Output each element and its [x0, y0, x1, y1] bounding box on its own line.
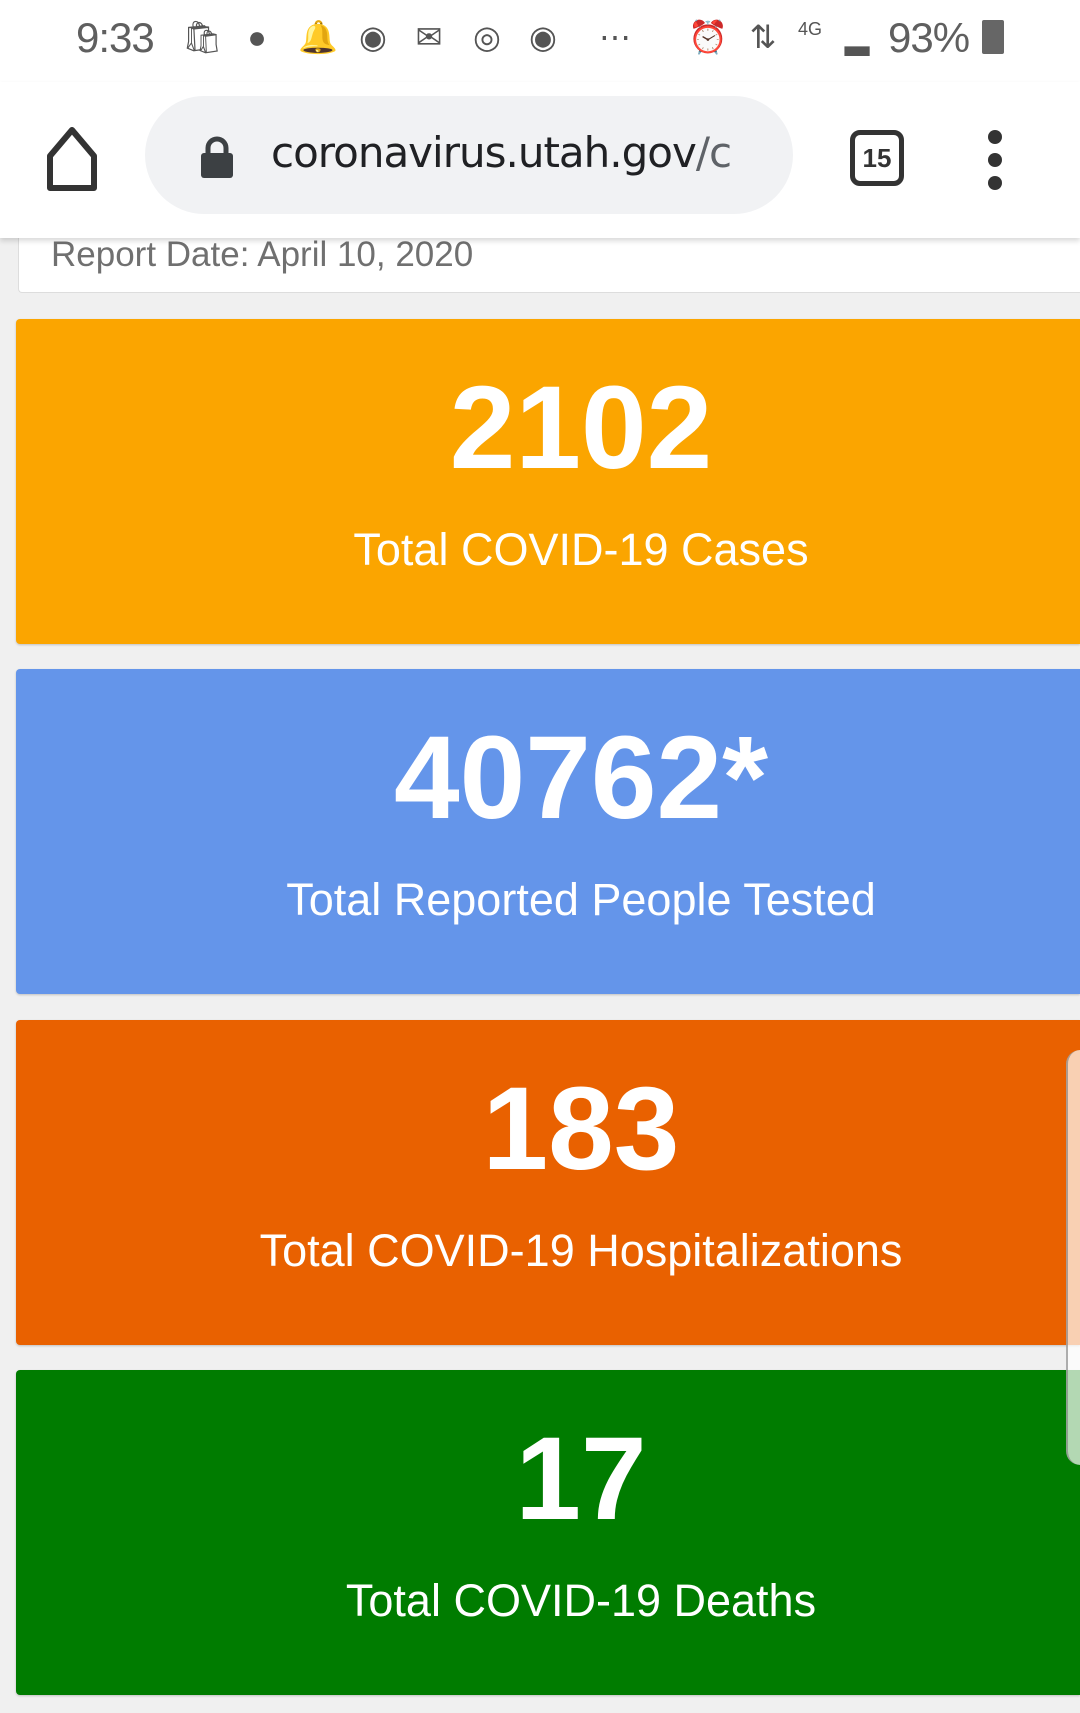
more-menu-icon[interactable] — [988, 130, 1002, 190]
hospitalizations-label: Total COVID-19 Hospitalizations — [259, 1225, 903, 1276]
people-tested-label: Total Reported People Tested — [286, 874, 876, 925]
people-tested-card: 40762* Total Reported People Tested — [16, 669, 1080, 994]
status-bar: 9:33 🛍 ● 🔔 ◉ ✉ ◎ ◉ ⋯ ⏰ ⇅ 4G ▂ 93% — [0, 0, 1080, 82]
email-icon: ✉ — [415, 19, 443, 55]
saturn-icon: ● — [247, 19, 267, 55]
url-host: coronavirus.utah.gov — [271, 128, 697, 177]
hospitalizations-value: 183 — [482, 1063, 680, 1195]
chrome-icon: ◉ — [529, 19, 557, 55]
wifi-icon: ⇅ — [749, 19, 777, 55]
shopping-bag-icon: 🛍 — [182, 19, 223, 55]
battery-icon — [982, 20, 1004, 54]
side-panel-handle[interactable] — [1066, 1050, 1080, 1465]
total-cases-card: 2102 Total COVID-19 Cases — [16, 319, 1080, 644]
lock-icon — [201, 136, 233, 178]
tab-switcher-button[interactable]: 15 — [850, 130, 904, 186]
report-date: Report Date: April 10, 2020 — [51, 235, 474, 274]
address-bar[interactable]: coronavirus.utah.gov/c — [145, 96, 793, 214]
deaths-card: 17 Total COVID-19 Deaths — [16, 1370, 1080, 1695]
people-tested-value: 40762* — [393, 712, 769, 844]
total-cases-label: Total COVID-19 Cases — [353, 524, 809, 575]
bell-icon: 🔔 — [298, 19, 338, 55]
alarm-icon: ⏰ — [688, 19, 728, 55]
network-type: 4G — [797, 19, 822, 39]
home-icon[interactable] — [42, 124, 102, 194]
instagram-icon: ◎ — [473, 19, 501, 55]
deaths-value: 17 — [515, 1413, 647, 1545]
battery-percent: 93% — [888, 14, 970, 61]
url-text[interactable]: coronavirus.utah.gov/c — [271, 128, 732, 177]
clock: 9:33 — [76, 14, 155, 61]
chrome-icon: ◉ — [359, 19, 387, 55]
deaths-label: Total COVID-19 Deaths — [345, 1575, 817, 1626]
signal-icon: ▂ — [844, 19, 870, 55]
browser-toolbar: coronavirus.utah.gov/c 15 — [0, 82, 1080, 238]
more-dots-icon: ⋯ — [599, 19, 631, 55]
total-cases-value: 2102 — [449, 362, 713, 494]
url-path: /c — [695, 128, 732, 177]
hospitalizations-card: 183 Total COVID-19 Hospitalizations — [16, 1020, 1080, 1345]
